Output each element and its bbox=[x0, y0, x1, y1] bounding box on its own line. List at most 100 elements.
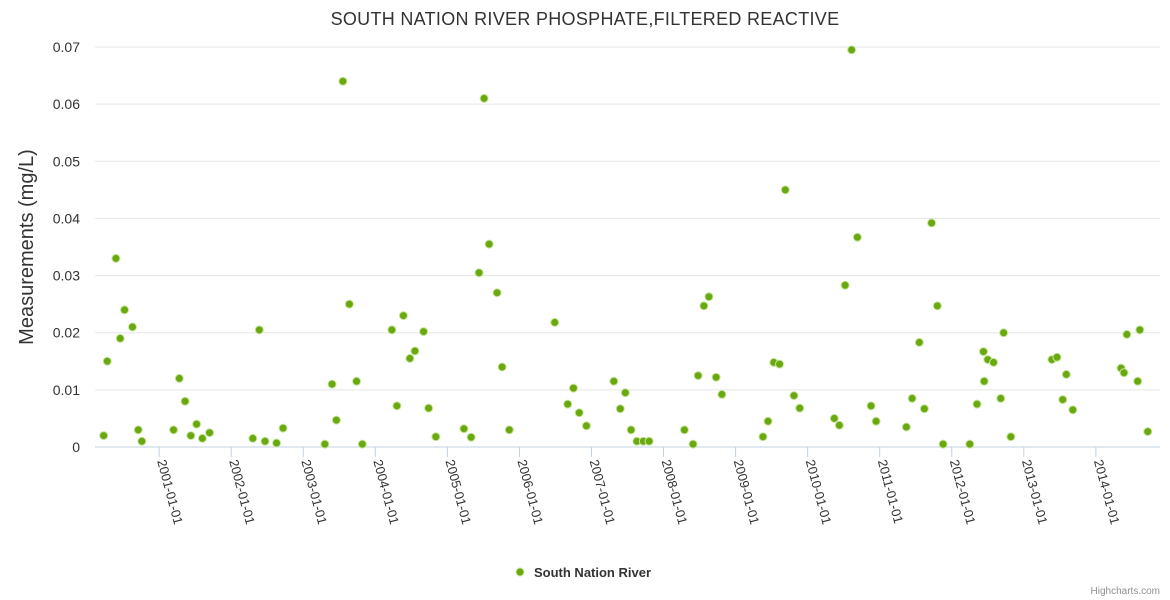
data-point[interactable] bbox=[192, 419, 202, 429]
data-point[interactable] bbox=[431, 432, 441, 442]
data-point[interactable] bbox=[829, 413, 839, 423]
data-point[interactable] bbox=[871, 416, 881, 426]
data-point[interactable] bbox=[1052, 352, 1062, 362]
data-point[interactable] bbox=[795, 403, 805, 413]
data-point[interactable] bbox=[197, 433, 207, 443]
data-point[interactable] bbox=[758, 432, 768, 442]
data-point[interactable] bbox=[1058, 395, 1068, 405]
data-point[interactable] bbox=[999, 328, 1009, 338]
data-point[interactable] bbox=[919, 404, 929, 414]
data-point[interactable] bbox=[272, 438, 282, 448]
data-point[interactable] bbox=[699, 301, 709, 311]
data-point[interactable] bbox=[466, 432, 476, 442]
data-point[interactable] bbox=[169, 425, 179, 435]
data-point[interactable] bbox=[1061, 369, 1071, 379]
data-point[interactable] bbox=[405, 353, 415, 363]
data-point[interactable] bbox=[711, 372, 721, 382]
data-point[interactable] bbox=[459, 424, 469, 434]
data-point[interactable] bbox=[979, 376, 989, 386]
data-point[interactable] bbox=[693, 371, 703, 381]
data-point[interactable] bbox=[901, 422, 911, 432]
data-point[interactable] bbox=[137, 436, 147, 446]
data-point[interactable] bbox=[996, 393, 1006, 403]
data-point[interactable] bbox=[965, 439, 975, 449]
data-point[interactable] bbox=[327, 379, 337, 389]
data-point[interactable] bbox=[644, 436, 654, 446]
data-point[interactable] bbox=[344, 299, 354, 309]
data-point[interactable] bbox=[484, 239, 494, 249]
data-point[interactable] bbox=[127, 322, 137, 332]
data-point[interactable] bbox=[392, 401, 402, 411]
data-point[interactable] bbox=[704, 292, 714, 302]
data-point[interactable] bbox=[568, 383, 578, 393]
data-point[interactable] bbox=[410, 346, 420, 356]
data-point[interactable] bbox=[914, 337, 924, 347]
data-point[interactable] bbox=[248, 433, 258, 443]
data-point[interactable] bbox=[834, 420, 844, 430]
legend-marker[interactable] bbox=[515, 567, 525, 577]
data-point[interactable] bbox=[688, 439, 698, 449]
data-point[interactable] bbox=[357, 439, 367, 449]
data-point[interactable] bbox=[1122, 329, 1132, 339]
data-point[interactable] bbox=[419, 327, 429, 337]
data-point[interactable] bbox=[938, 439, 948, 449]
data-point[interactable] bbox=[260, 436, 270, 446]
data-point[interactable] bbox=[111, 253, 121, 263]
data-point[interactable] bbox=[574, 408, 584, 418]
data-point[interactable] bbox=[352, 376, 362, 386]
data-point[interactable] bbox=[550, 317, 560, 327]
data-point[interactable] bbox=[780, 185, 790, 195]
data-point[interactable] bbox=[99, 431, 109, 441]
data-point[interactable] bbox=[320, 439, 330, 449]
data-point[interactable] bbox=[398, 311, 408, 321]
data-point[interactable] bbox=[115, 333, 125, 343]
data-point[interactable] bbox=[1133, 376, 1143, 386]
data-point[interactable] bbox=[174, 373, 184, 383]
data-point[interactable] bbox=[609, 376, 619, 386]
data-point[interactable] bbox=[474, 268, 484, 278]
data-point[interactable] bbox=[563, 399, 573, 409]
data-point[interactable] bbox=[989, 357, 999, 367]
data-point[interactable] bbox=[1068, 405, 1078, 415]
data-point[interactable] bbox=[102, 356, 112, 366]
series-south-nation-river[interactable] bbox=[99, 45, 1153, 449]
credits-link[interactable]: Highcharts.com bbox=[1091, 586, 1160, 597]
data-point[interactable] bbox=[205, 428, 215, 438]
data-point[interactable] bbox=[504, 425, 514, 435]
data-point[interactable] bbox=[338, 76, 348, 86]
data-point[interactable] bbox=[717, 389, 727, 399]
data-point[interactable] bbox=[497, 362, 507, 372]
data-point[interactable] bbox=[120, 305, 130, 315]
data-point[interactable] bbox=[763, 416, 773, 426]
data-point[interactable] bbox=[866, 401, 876, 411]
data-point[interactable] bbox=[133, 425, 143, 435]
data-point[interactable] bbox=[1119, 368, 1129, 378]
data-point[interactable] bbox=[840, 280, 850, 290]
data-point[interactable] bbox=[847, 45, 857, 55]
data-point[interactable] bbox=[626, 425, 636, 435]
data-point[interactable] bbox=[620, 388, 630, 398]
data-point[interactable] bbox=[278, 423, 288, 433]
data-point[interactable] bbox=[978, 347, 988, 357]
data-point[interactable] bbox=[927, 218, 937, 228]
data-point[interactable] bbox=[581, 421, 591, 431]
data-point[interactable] bbox=[679, 425, 689, 435]
legend-item-label[interactable]: South Nation River bbox=[534, 565, 651, 580]
legend[interactable]: South Nation River bbox=[515, 565, 651, 580]
data-point[interactable] bbox=[972, 399, 982, 409]
data-point[interactable] bbox=[615, 404, 625, 414]
data-point[interactable] bbox=[331, 415, 341, 425]
data-point[interactable] bbox=[186, 431, 196, 441]
data-point[interactable] bbox=[932, 301, 942, 311]
data-point[interactable] bbox=[1143, 427, 1153, 437]
data-point[interactable] bbox=[254, 325, 264, 335]
data-point[interactable] bbox=[387, 325, 397, 335]
data-point[interactable] bbox=[479, 93, 489, 103]
data-point[interactable] bbox=[775, 359, 785, 369]
data-point[interactable] bbox=[907, 393, 917, 403]
data-point[interactable] bbox=[492, 288, 502, 298]
data-point[interactable] bbox=[180, 396, 190, 406]
data-point[interactable] bbox=[1006, 432, 1016, 442]
data-point[interactable] bbox=[424, 403, 434, 413]
data-point[interactable] bbox=[852, 232, 862, 242]
